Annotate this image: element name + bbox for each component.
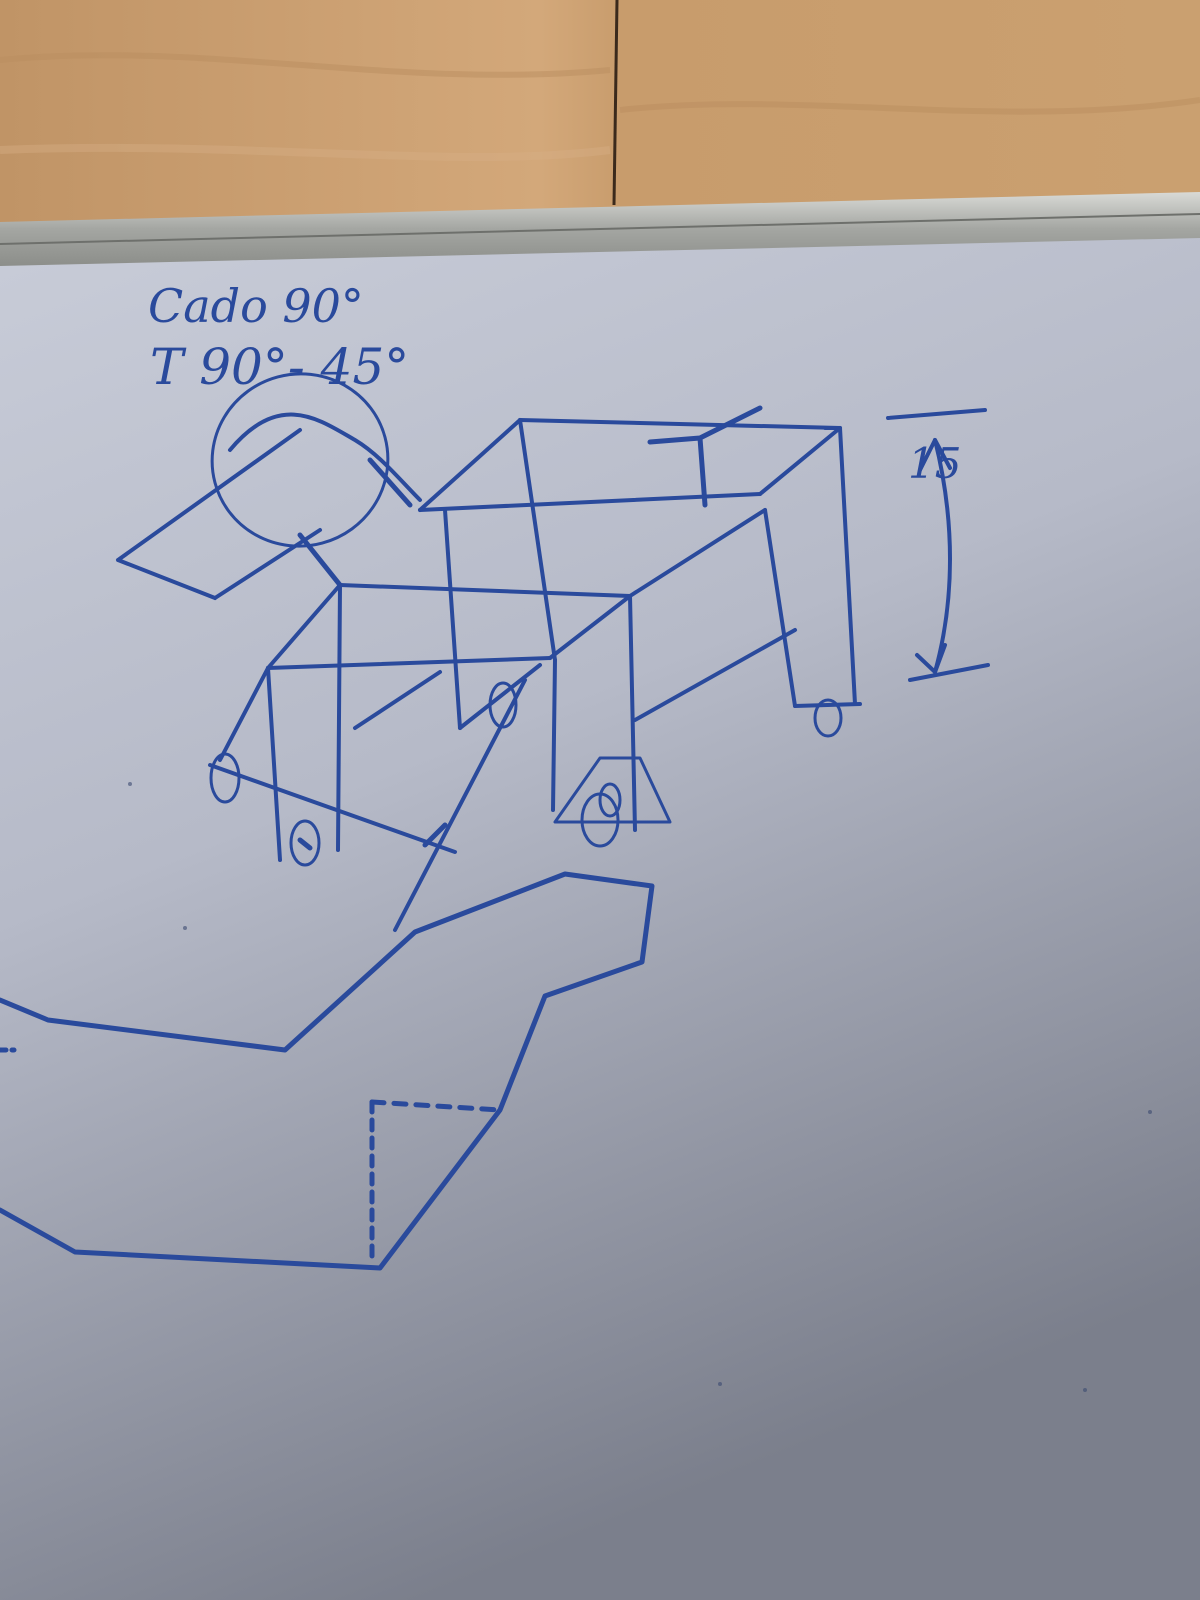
dimension-label: 15 xyxy=(908,439,961,488)
lower-shape-sketch xyxy=(0,871,655,1271)
whiteboard-surface xyxy=(0,232,1200,1600)
dimension-arrow xyxy=(886,408,990,682)
highlight-circle xyxy=(210,372,390,548)
pipe-isometric-sketch xyxy=(116,372,862,932)
note-line-1: Cado 90° xyxy=(148,279,364,333)
board-specks xyxy=(128,782,1152,1392)
note-line-2: T 90°- 45° xyxy=(150,338,409,396)
wood-wall xyxy=(0,0,1200,240)
